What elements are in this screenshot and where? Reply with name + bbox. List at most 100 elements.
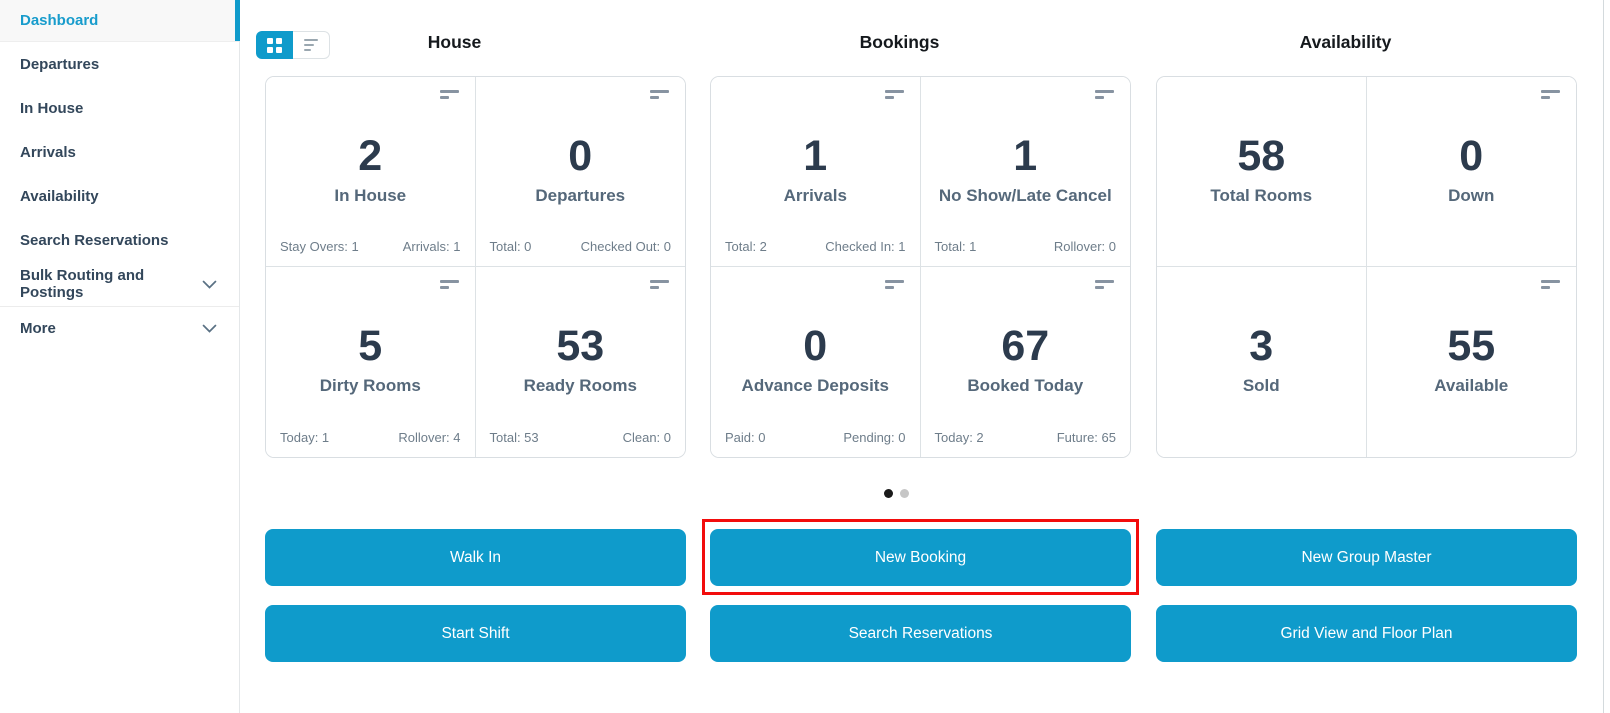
availability-card-grid: 58 Total Rooms 0 Down 3 Sold: [1156, 76, 1577, 458]
sidebar-item-bulk-routing-and-postings[interactable]: Bulk Routing and Postings: [0, 262, 239, 306]
scrollbar-track[interactable]: [1603, 0, 1604, 713]
sidebar-item-label: Search Reservations: [20, 231, 169, 249]
card-menu-icon[interactable]: [1541, 90, 1560, 99]
stat-footnote-left: Today: 1: [280, 430, 330, 445]
card-menu-icon[interactable]: [884, 280, 904, 289]
sidebar-item-availability[interactable]: Availability: [0, 174, 239, 218]
stat-footnote-left: Stay Overs: 1: [280, 239, 359, 254]
stat-label: Ready Rooms: [523, 376, 637, 396]
stat-card-sold[interactable]: 3 Sold: [1157, 267, 1367, 457]
grid-view-and-floor-plan-button[interactable]: Grid View and Floor Plan: [1156, 605, 1577, 662]
stat-card-no-show-late-cancel[interactable]: 1 No Show/Late Cancel Total: 1 Rollover:…: [920, 77, 1130, 267]
card-menu-icon[interactable]: [1095, 280, 1114, 289]
stat-value: 58: [1237, 132, 1286, 180]
stat-card-down[interactable]: 0 Down: [1366, 77, 1576, 267]
carousel-dot-inactive[interactable]: [900, 489, 909, 498]
walk-in-button[interactable]: Walk In: [265, 529, 686, 586]
stat-footnote-left: Total: 2: [725, 239, 767, 254]
stat-label: Available: [1434, 376, 1509, 396]
card-menu-icon[interactable]: [439, 90, 459, 99]
sidebar: Dashboard Departures In House Arrivals A…: [0, 0, 240, 713]
card-menu-icon[interactable]: [439, 280, 459, 289]
card-menu-icon[interactable]: [650, 90, 669, 99]
search-reservations-button[interactable]: Search Reservations: [710, 605, 1131, 662]
section-title-house: House: [427, 32, 482, 52]
sidebar-item-label: Departures: [20, 55, 100, 73]
list-view-button[interactable]: [293, 31, 330, 59]
stat-label: Departures: [535, 186, 626, 206]
stat-value: 67: [1001, 322, 1050, 370]
stat-footnote-right: Pending: 0: [843, 430, 906, 445]
stat-value: 0: [803, 322, 828, 370]
stat-label: Sold: [1242, 376, 1280, 396]
stat-label: Total Rooms: [1210, 186, 1313, 206]
stat-value: 1: [803, 132, 828, 180]
stat-card-dirty-rooms[interactable]: 5 Dirty Rooms Today: 1 Rollover: 4: [266, 267, 476, 457]
stat-card-arrivals[interactable]: 1 Arrivals Total: 2 Checked In: 1: [711, 77, 921, 267]
active-indicator-bar: [235, 0, 240, 41]
sidebar-item-label: In House: [20, 99, 84, 117]
stat-label: In House: [334, 186, 407, 206]
sidebar-item-arrivals[interactable]: Arrivals: [0, 130, 239, 174]
stat-value: 5: [358, 322, 383, 370]
stat-footnote-right: Rollover: 0: [1053, 239, 1116, 254]
sidebar-item-more[interactable]: More: [0, 306, 239, 350]
stat-card-departures[interactable]: 0 Departures Total: 0 Checked Out: 0: [475, 77, 685, 267]
sidebar-item-departures[interactable]: Departures: [0, 42, 239, 86]
stat-label: Dirty Rooms: [319, 376, 421, 396]
sidebar-item-label: Dashboard: [20, 12, 99, 29]
card-menu-icon[interactable]: [1095, 90, 1114, 99]
stat-card-in-house[interactable]: 2 In House Stay Overs: 1 Arrivals: 1: [266, 77, 476, 267]
sidebar-item-label: Arrivals: [20, 143, 76, 161]
sidebar-item-label: Availability: [20, 187, 99, 205]
sidebar-item-label: More: [20, 320, 56, 337]
card-menu-icon[interactable]: [1541, 280, 1560, 289]
stat-footnote-right: Rollover: 4: [398, 430, 461, 445]
house-card-grid: 2 In House Stay Overs: 1 Arrivals: 1 0 D…: [265, 76, 686, 458]
stat-value: 0: [1459, 132, 1484, 180]
stat-value: 1: [1013, 132, 1038, 180]
stat-footnote-left: Total: 53: [489, 430, 539, 445]
sidebar-item-in-house[interactable]: In House: [0, 86, 239, 130]
stat-footnote-right: Clean: 0: [622, 430, 671, 445]
new-booking-button[interactable]: New Booking: [710, 529, 1131, 586]
stat-footnote-right: Arrivals: 1: [402, 239, 461, 254]
stat-footnote-right: Checked In: 1: [825, 239, 906, 254]
carousel-dot-active[interactable]: [884, 489, 893, 498]
stat-footnote-left: Total: 1: [934, 239, 977, 254]
carousel-dots: [884, 489, 909, 498]
stat-label: Arrivals: [783, 186, 847, 206]
new-group-master-button[interactable]: New Group Master: [1156, 529, 1577, 586]
card-menu-icon[interactable]: [884, 90, 904, 99]
stat-label: Down: [1448, 186, 1495, 206]
sidebar-item-search-reservations[interactable]: Search Reservations: [0, 218, 239, 262]
stat-card-available[interactable]: 55 Available: [1366, 267, 1576, 457]
stat-footnote-left: Today: 2: [934, 430, 984, 445]
stat-card-total-rooms[interactable]: 58 Total Rooms: [1157, 77, 1367, 267]
bookings-card-grid: 1 Arrivals Total: 2 Checked In: 1 1 No S…: [710, 76, 1131, 458]
section-title-availability: Availability: [1299, 32, 1392, 52]
card-menu-icon[interactable]: [650, 280, 669, 289]
stat-card-ready-rooms[interactable]: 53 Ready Rooms Total: 53 Clean: 0: [475, 267, 685, 457]
stat-value: 53: [556, 322, 605, 370]
grid-view-icon: [267, 37, 282, 53]
sidebar-item-dashboard[interactable]: Dashboard: [0, 0, 240, 42]
stat-label: Booked Today: [967, 376, 1084, 396]
stat-card-advance-deposits[interactable]: 0 Advance Deposits Paid: 0 Pending: 0: [711, 267, 921, 457]
stat-value: 3: [1249, 322, 1274, 370]
grid-view-button[interactable]: [256, 31, 293, 59]
stat-value: 0: [568, 132, 593, 180]
stat-footnote-left: Paid: 0: [725, 430, 766, 445]
stat-value: 55: [1447, 322, 1496, 370]
stat-card-booked-today[interactable]: 67 Booked Today Today: 2 Future: 65: [920, 267, 1130, 457]
start-shift-button[interactable]: Start Shift: [265, 605, 686, 662]
view-toggle: [256, 31, 330, 59]
sidebar-item-label: Bulk Routing and Postings: [20, 267, 145, 301]
chevron-down-icon: [202, 324, 217, 333]
stat-footnote-left: Total: 0: [489, 239, 532, 254]
stat-footnote-right: Future: 65: [1056, 430, 1116, 445]
section-title-bookings: Bookings: [859, 32, 940, 52]
stat-footnote-right: Checked Out: 0: [580, 239, 671, 254]
stat-label: Advance Deposits: [741, 376, 889, 396]
